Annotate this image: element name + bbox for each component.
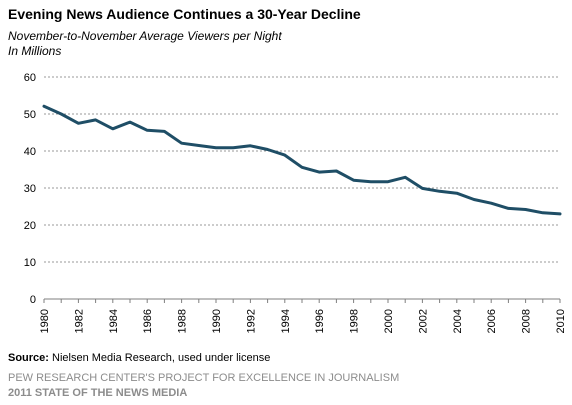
x-tick-label: 2006 [486, 309, 498, 333]
data-point [42, 105, 46, 108]
data-point [421, 187, 424, 190]
organization-credit: PEW RESEARCH CENTER'S PROJECT FOR EXCELL… [8, 372, 400, 384]
data-point [438, 190, 441, 193]
y-tick-label: 60 [24, 72, 36, 84]
data-point [146, 129, 149, 132]
source-text: Nielsen Media Research, used under licen… [48, 352, 271, 364]
x-tick-label: 1996 [314, 309, 326, 333]
x-tick-label: 1986 [142, 309, 154, 333]
y-tick-label: 50 [24, 109, 36, 121]
data-point [197, 144, 200, 147]
source-note: Source: Nielsen Media Research, used und… [8, 352, 270, 364]
x-tick-label: 1990 [211, 309, 223, 333]
data-point [558, 212, 562, 216]
data-point [472, 198, 476, 201]
chart-subtitle: November-to-November Average Viewers per… [8, 29, 282, 59]
source-label: Source: [8, 352, 49, 364]
y-tick-label: 20 [24, 220, 36, 232]
data-point [249, 144, 252, 148]
y-tick-label: 40 [24, 146, 36, 158]
data-point [60, 112, 63, 116]
data-point [94, 118, 97, 122]
x-tick-label: 2002 [417, 309, 429, 333]
data-point [541, 211, 544, 214]
data-point [214, 146, 218, 149]
subtitle-line: November-to-November Average Viewers per… [8, 29, 282, 43]
chart-title: Evening News Audience Continues a 30-Yea… [8, 6, 361, 22]
y-tick-label: 10 [24, 257, 36, 269]
x-tick-label: 1998 [349, 309, 361, 333]
line-chart: 0 10 20 30 40 50 60 1980 1982 1984 1986 1988 1990 199… [24, 72, 567, 333]
data-point [352, 179, 355, 182]
data-point [128, 120, 132, 124]
x-tick-label: 1980 [39, 309, 51, 333]
data-point [404, 176, 407, 179]
data-point [318, 170, 321, 174]
data-point [266, 148, 269, 151]
report-credit: 2011 STATE OF THE NEWS MEDIA [8, 387, 188, 399]
data-point [283, 153, 286, 157]
x-tick-label: 1994 [280, 309, 292, 333]
x-tick-label: 1984 [108, 309, 120, 333]
data-point [232, 146, 235, 149]
data-point [335, 169, 338, 173]
data-point [369, 180, 372, 183]
y-tick-label: 0 [30, 294, 36, 306]
x-tick-label: 1982 [73, 309, 85, 333]
y-tick-label: 30 [24, 183, 36, 195]
data-point [77, 122, 80, 125]
x-tick-label: 1992 [245, 309, 257, 333]
x-tick-label: 2004 [452, 309, 464, 333]
series-line [42, 104, 562, 216]
data-point [163, 130, 166, 133]
data-point [490, 201, 493, 205]
x-tick-label: 2000 [383, 309, 395, 333]
x-tick-label: 2008 [521, 309, 533, 333]
data-point [180, 142, 183, 145]
data-point [386, 180, 390, 183]
unit-label: In Millions [8, 44, 62, 58]
data-point [111, 127, 115, 130]
data-point [524, 208, 527, 211]
x-tick-label: 2010 [555, 309, 567, 333]
data-point [455, 191, 458, 195]
data-point [300, 166, 304, 169]
data-point [507, 207, 510, 210]
x-tick-label: 1988 [177, 309, 189, 333]
